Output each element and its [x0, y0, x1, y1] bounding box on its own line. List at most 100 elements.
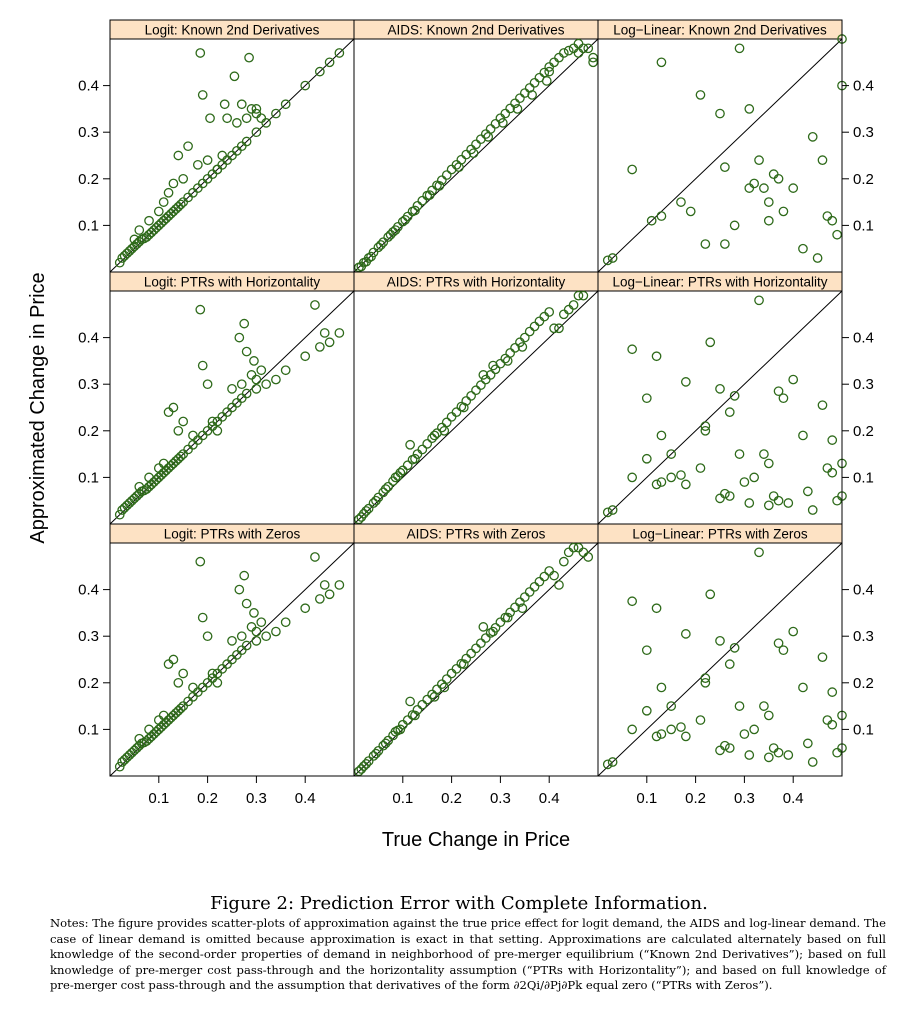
data-point — [817, 155, 828, 166]
data-point — [563, 547, 574, 558]
reference-line — [597, 290, 843, 525]
data-point — [451, 159, 462, 170]
data-point — [763, 752, 774, 763]
data-point — [505, 607, 516, 618]
data-point — [241, 640, 252, 651]
data-point — [363, 756, 374, 766]
reference-line — [597, 38, 843, 273]
data-point — [798, 430, 808, 441]
panel: Log−Linear: Known 2nd Derivatives — [597, 19, 847, 273]
data-point — [680, 731, 691, 742]
data-point — [158, 710, 169, 721]
data-point — [261, 631, 272, 642]
data-point — [524, 326, 535, 337]
data-point — [314, 594, 325, 604]
data-point — [720, 488, 730, 499]
data-point — [229, 71, 240, 82]
data-point — [324, 57, 335, 68]
data-point — [188, 430, 198, 441]
data-point — [158, 197, 169, 207]
data-point — [724, 743, 735, 753]
data-point — [515, 597, 525, 608]
data-point — [695, 463, 706, 473]
data-point — [212, 425, 223, 436]
data-point — [529, 77, 540, 88]
panel-frame — [109, 19, 355, 273]
data-point — [461, 149, 472, 160]
x-tick-label: 0.1 — [148, 790, 169, 807]
data-point — [227, 636, 237, 646]
x-tick-label: 0.3 — [246, 790, 267, 807]
data-point — [114, 257, 125, 268]
data-point — [802, 738, 813, 749]
x-tick-label: 0.1 — [392, 790, 413, 807]
data-point — [763, 710, 774, 721]
data-point — [729, 642, 740, 653]
data-point — [754, 155, 764, 166]
data-point — [397, 216, 408, 227]
data-point — [173, 425, 184, 436]
data-point — [390, 726, 401, 737]
data-point — [144, 724, 154, 735]
data-point — [439, 682, 450, 693]
data-point — [502, 612, 513, 623]
data-point — [256, 617, 267, 628]
data-point — [539, 571, 550, 582]
data-point — [324, 337, 335, 348]
panel: AIDS: Known 2nd Derivatives — [353, 19, 599, 273]
data-point — [446, 411, 457, 422]
data-point — [627, 596, 638, 607]
panel: Logit: PTRs with Horizontality — [109, 271, 355, 525]
data-point — [656, 729, 667, 739]
data-point — [529, 321, 540, 332]
data-point — [417, 195, 428, 206]
data-point — [739, 729, 750, 739]
data-point — [656, 477, 667, 487]
data-point — [410, 205, 420, 216]
data-point — [241, 346, 252, 357]
reference-line — [109, 542, 355, 777]
data-point — [134, 236, 145, 247]
y-tick-label: 0.4 — [78, 582, 99, 599]
data-point — [651, 731, 662, 742]
data-point — [807, 505, 818, 515]
data-point — [778, 206, 789, 217]
data-point — [232, 118, 242, 128]
y-tick-label: 0.2 — [853, 423, 874, 440]
panel: Log−Linear: PTRs with Horizontality — [597, 271, 847, 525]
data-point — [334, 328, 345, 338]
data-point — [734, 43, 745, 54]
data-point — [778, 393, 789, 404]
panel-frame — [353, 271, 599, 525]
data-point — [380, 484, 391, 494]
data-point — [163, 659, 174, 670]
data-point — [783, 750, 794, 760]
data-point — [544, 66, 555, 77]
data-point — [383, 481, 394, 492]
y-tick-label: 0.2 — [78, 423, 99, 440]
data-point — [244, 52, 254, 63]
y-tick-label: 0.2 — [853, 675, 874, 692]
data-point — [219, 99, 230, 110]
data-point — [195, 48, 206, 58]
data-point — [563, 304, 574, 315]
data-point — [544, 307, 555, 317]
data-point — [768, 491, 779, 501]
data-point — [807, 132, 818, 142]
data-point — [715, 384, 725, 394]
data-point — [202, 379, 213, 390]
data-point — [588, 52, 598, 63]
data-point — [488, 626, 498, 637]
data-point — [715, 745, 725, 756]
data-point — [383, 232, 394, 242]
data-point — [175, 199, 186, 210]
data-point — [241, 136, 252, 147]
data-point — [458, 659, 469, 670]
y-tick-label: 0.3 — [853, 376, 874, 393]
data-point — [500, 108, 511, 119]
data-point — [400, 214, 411, 225]
data-point — [827, 719, 838, 730]
data-point — [656, 57, 667, 68]
data-point — [458, 402, 469, 413]
data-point — [334, 48, 345, 58]
